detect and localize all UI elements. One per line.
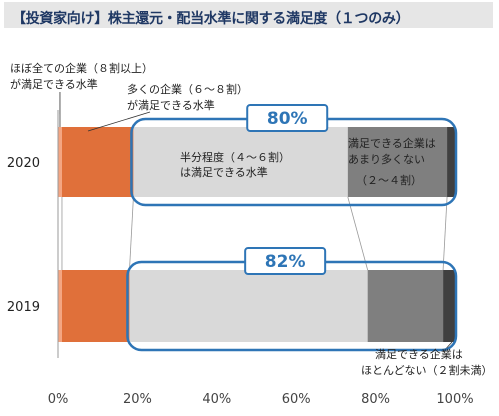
annotation-half-line2: は満足できる水準 [180,165,268,179]
axis-layer: 2020 2019 0% 20% 40% 60% 80% 100% [7,110,474,407]
highlight-label-2020: 80% [267,109,308,129]
connector-line-2 [129,196,134,271]
annotation-layer: ほぼ全ての企業（８割以上） が満足できる水準 多くの企業（６～８割） が満足でき… [10,61,492,377]
category-label-2019: 2019 [7,300,40,315]
bar-segment-2020-4 [447,127,455,197]
bar-segment-2020-1 [61,127,134,197]
connector-line-3 [347,196,369,271]
x-tick-label: 20% [123,392,152,407]
bars-layer [58,127,455,342]
x-tick-label: 60% [282,392,311,407]
highlight-badge-2019 [244,247,327,275]
bar-segment-2019-3 [367,270,444,342]
chart-title: 【投資家向け】株主還元・配当水準に関する満足度（１つのみ） [12,11,410,27]
annotation-many-line2: が満足できる水準 [127,98,215,112]
highlight-layer: 80% 82% [126,104,458,352]
bar-segment-2019-0 [58,270,62,342]
annotation-many-line1: 多くの企業（６～８割） [127,82,248,96]
x-tick-label: 80% [361,392,390,407]
annotation-none-line1: 満足できる企業は [375,347,463,361]
category-label-2020: 2020 [7,156,40,171]
annotation-half-line1: 半分程度（４～６割） [180,150,290,164]
bar-segment-2020-2 [133,127,348,197]
annotation-nearly-all-line2: が満足できる水準 [10,77,98,91]
annotation-notmany-line2: あまり多くない [348,152,425,166]
x-tick-label: 100% [436,392,473,407]
x-tick-label: 0% [48,392,69,407]
title-bar: 【投資家向け】株主還元・配当水準に関する満足度（１つのみ） [4,2,493,28]
connector-line-4 [442,196,448,271]
annotation-none-line2: ほとんどない（２割未満） [361,363,492,377]
bar-segment-2020-3 [347,127,448,197]
bar-segment-2019-1 [61,270,130,342]
x-tick-label: 40% [202,392,231,407]
highlight-badge-2020 [246,104,329,132]
annotation-notmany-line1: 満足できる企業は [348,136,436,150]
bar-segment-2020-0 [58,127,62,197]
highlight-label-2019: 82% [265,252,306,272]
bar-segment-2019-2 [129,270,368,342]
leader-line-1 [87,111,151,132]
annotation-nearly-all-line1: ほぼ全ての企業（８割以上） [10,61,153,75]
annotation-notmany-line3: （２～４割） [356,173,422,187]
bar-segment-2019-4 [443,270,455,342]
